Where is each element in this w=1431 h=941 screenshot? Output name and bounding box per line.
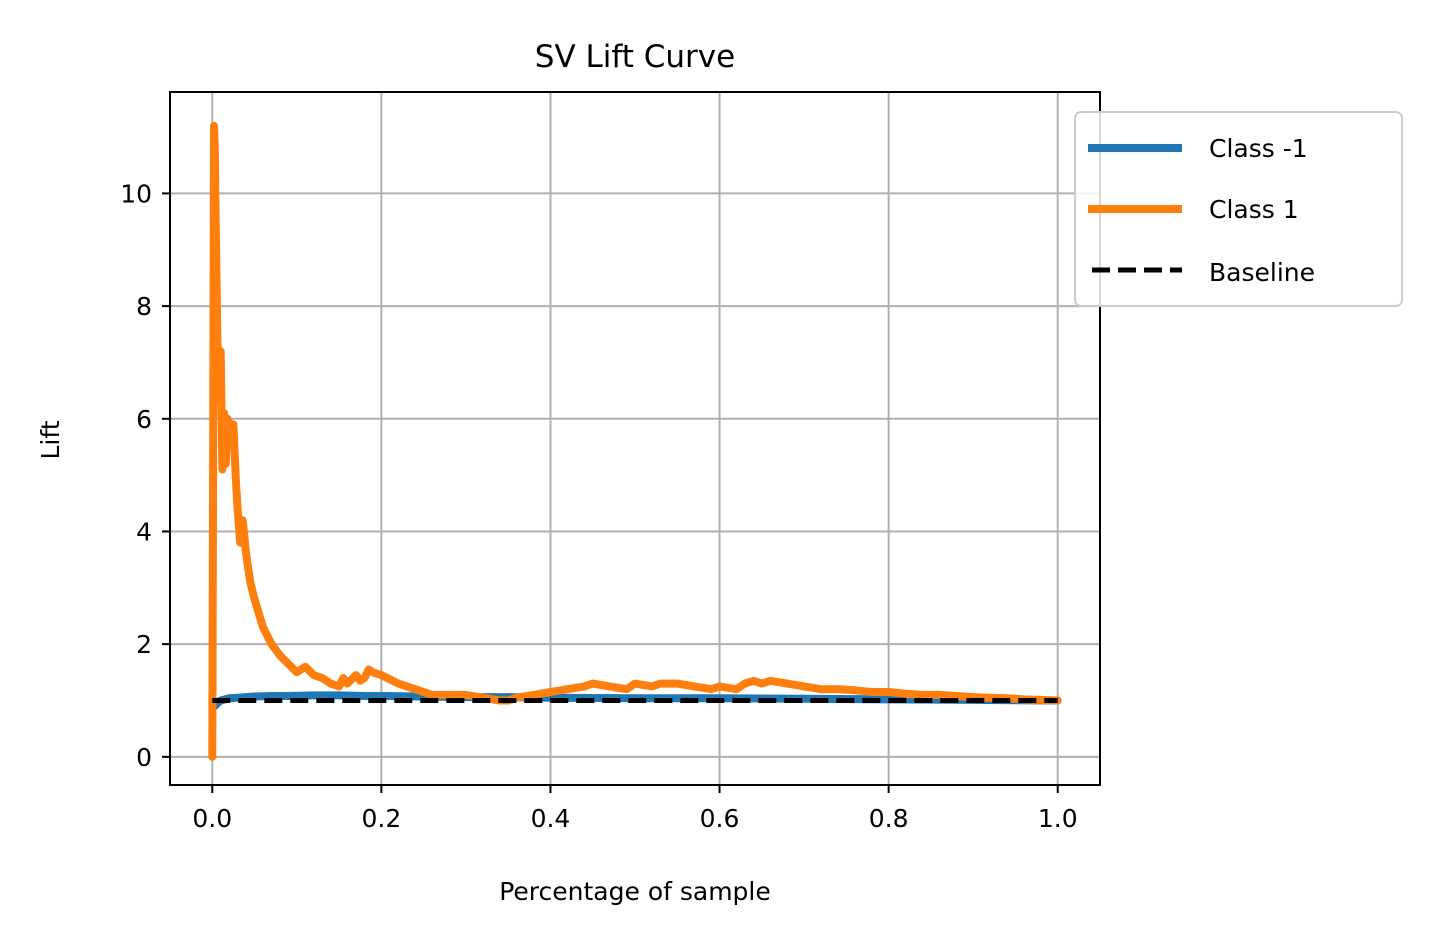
x-tick-label: 0.2 (361, 804, 401, 833)
x-tick-label: 0.6 (700, 804, 740, 833)
plot-frame (169, 91, 1101, 786)
y-tick-label: 0 (136, 743, 152, 772)
y-tick-label: 4 (136, 517, 152, 546)
x-tick-label: 0.8 (869, 804, 909, 833)
y-tick-label: 8 (136, 292, 152, 321)
chart-title: SV Lift Curve (535, 39, 735, 75)
x-tick-label: 1.0 (1038, 804, 1078, 833)
legend: Class -1 Class 1 Baseline (1074, 111, 1403, 307)
y-axis-label: Lift (36, 420, 65, 459)
ticks: 0.0 0.2 0.4 0.6 0.8 1.0 0 2 4 6 8 10 (120, 179, 1077, 833)
y-tick-label: 10 (120, 179, 152, 208)
x-tick-label: 0.0 (192, 804, 232, 833)
legend-label-class-1: Class 1 (1209, 195, 1299, 224)
plot-background (170, 92, 1100, 785)
x-axis-label: Percentage of sample (499, 877, 771, 906)
x-tick-label: 0.4 (531, 804, 571, 833)
grid (170, 92, 1100, 785)
series-layer (208, 121, 1062, 761)
legend-frame (1074, 111, 1403, 307)
y-tick-label: 2 (136, 630, 152, 659)
y-tick-label: 6 (136, 405, 152, 434)
legend-label-class-neg1: Class -1 (1209, 134, 1308, 163)
series-line-class-1 (208, 121, 1062, 761)
legend-label-baseline: Baseline (1209, 258, 1315, 287)
